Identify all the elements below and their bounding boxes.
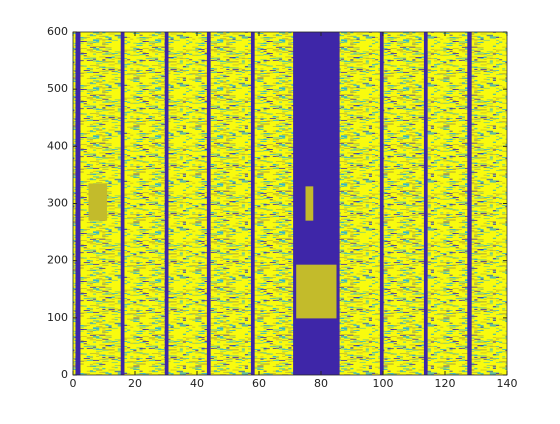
y-tick-label: 100 <box>47 311 68 324</box>
region <box>293 32 340 375</box>
region <box>305 186 314 221</box>
region <box>164 32 169 375</box>
x-tick-label: 60 <box>252 377 266 390</box>
region <box>206 32 211 375</box>
x-tick-label: 0 <box>70 377 77 390</box>
region <box>296 264 337 319</box>
y-tick-label: 600 <box>47 25 68 38</box>
y-tick-label: 200 <box>47 254 68 267</box>
x-tick-label: 20 <box>128 377 142 390</box>
region <box>75 32 81 375</box>
region <box>379 32 384 375</box>
region <box>88 183 108 221</box>
y-tick-label: 0 <box>61 368 68 381</box>
y-tick-label: 400 <box>47 139 68 152</box>
region <box>120 32 125 375</box>
heatmap-field <box>73 32 507 375</box>
y-tick-label: 300 <box>47 197 68 210</box>
x-tick-label: 100 <box>373 377 394 390</box>
region <box>250 32 255 375</box>
x-tick-label: 120 <box>435 377 456 390</box>
y-tick-label: 500 <box>47 82 68 95</box>
region <box>423 32 428 375</box>
x-tick-label: 140 <box>497 377 518 390</box>
region <box>467 32 472 375</box>
x-tick-label: 80 <box>314 377 328 390</box>
x-tick-label: 40 <box>190 377 204 390</box>
